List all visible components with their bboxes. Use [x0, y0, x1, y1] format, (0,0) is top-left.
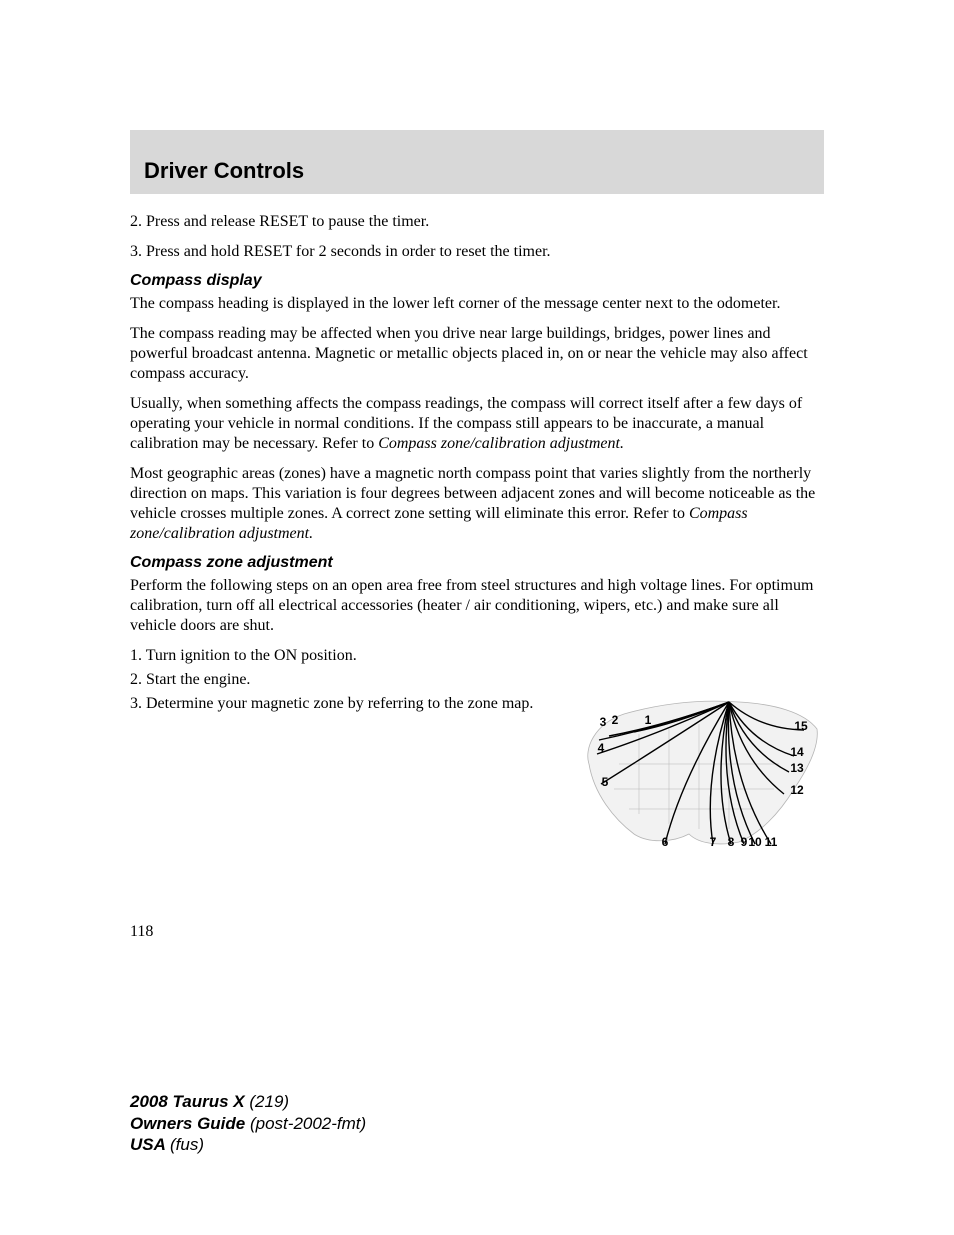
footer-guide-fmt: (post-2002-fmt)	[250, 1114, 366, 1133]
para-zone-instructions: Perform the following steps on an open a…	[130, 576, 824, 636]
svg-text:5: 5	[602, 775, 609, 789]
svg-text:9: 9	[741, 835, 748, 849]
zone-map: 123456789101112131415	[579, 694, 824, 859]
step-3: 3. Press and hold RESET for 2 seconds in…	[130, 242, 824, 262]
svg-text:2: 2	[612, 713, 619, 727]
footer-region-code: (fus)	[170, 1135, 204, 1154]
para-self-correct: Usually, when something affects the comp…	[130, 394, 824, 454]
para-interference: The compass reading may be affected when…	[130, 324, 824, 384]
para-heading-location: The compass heading is displayed in the …	[130, 294, 824, 314]
svg-text:15: 15	[794, 719, 808, 733]
footer-line-2: Owners Guide (post-2002-fmt)	[130, 1113, 366, 1134]
section-title-bar: Driver Controls	[130, 130, 824, 194]
footer-region: USA	[130, 1135, 170, 1154]
footer: 2008 Taurus X (219) Owners Guide (post-2…	[130, 1091, 366, 1155]
svg-text:11: 11	[765, 835, 778, 849]
svg-text:7: 7	[710, 835, 717, 849]
para-self-correct-ref: Compass zone/calibration adjustment.	[378, 435, 624, 452]
svg-text:10: 10	[748, 835, 762, 849]
svg-text:8: 8	[728, 835, 735, 849]
svg-text:12: 12	[790, 783, 804, 797]
section-title: Driver Controls	[144, 158, 824, 184]
footer-line-1: 2008 Taurus X (219)	[130, 1091, 366, 1112]
zone-step-3: 3. Determine your magnetic zone by refer…	[130, 694, 565, 714]
svg-text:6: 6	[662, 835, 669, 849]
svg-text:13: 13	[790, 761, 804, 775]
step-2: 2. Press and release RESET to pause the …	[130, 212, 824, 232]
zone-step-2: 2. Start the engine.	[130, 670, 824, 690]
footer-model-code: (219)	[249, 1092, 289, 1111]
para-zones: Most geographic areas (zones) have a mag…	[130, 464, 824, 544]
svg-text:14: 14	[790, 745, 804, 759]
svg-text:4: 4	[598, 741, 605, 755]
svg-text:3: 3	[600, 715, 607, 729]
zone-step-1: 1. Turn ignition to the ON position.	[130, 646, 824, 666]
svg-text:1: 1	[645, 713, 652, 727]
zone-map-svg: 123456789101112131415	[579, 694, 824, 854]
page-number: 118	[130, 923, 824, 941]
footer-guide: Owners Guide	[130, 1114, 250, 1133]
subhead-compass-display: Compass display	[130, 272, 824, 290]
footer-line-3: USA (fus)	[130, 1134, 366, 1155]
footer-model: 2008 Taurus X	[130, 1092, 249, 1111]
subhead-zone-adjust: Compass zone adjustment	[130, 554, 824, 572]
